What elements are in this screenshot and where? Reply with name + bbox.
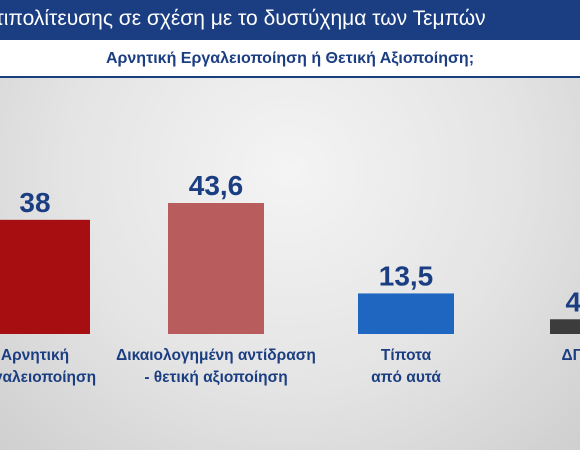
category-label-3-line-1: Τίποτα [381,347,432,364]
header-title: ση Αντιπολίτευσης σε σχέση με το δυστύχη… [0,7,486,30]
header-bar: ση Αντιπολίτευσης σε σχέση με το δυστύχη… [0,0,580,40]
value-label-4: 4,9 [566,286,580,317]
category-label-2-line-2: - θετική αξιοποίηση [144,369,287,386]
bar-3 [358,293,454,334]
subheader-title: Αρνητική Εργαλειοποίηση ή Θετική Αξιοποί… [105,50,475,67]
category-label-2-line-1: Δικαιολογημένη αντίδραση [116,347,316,364]
value-label-1: 38 [19,187,50,218]
category-label-1-line-2: Εργαλειοποίηση [0,369,96,386]
bar-1 [0,219,90,334]
category-label-3-line-2: από αυτά [371,369,441,386]
bar-4 [550,319,580,334]
category-label-4-line-1: ΔΓ/ΔΑ [561,347,580,364]
category-label-1-line-1: Αρνητική [1,347,69,364]
subheader-bar: Αρνητική Εργαλειοποίηση ή Θετική Αξιοποί… [0,40,580,78]
value-label-3: 13,5 [379,260,434,291]
value-label-2: 43,6 [189,170,244,201]
bar-2 [168,203,264,334]
